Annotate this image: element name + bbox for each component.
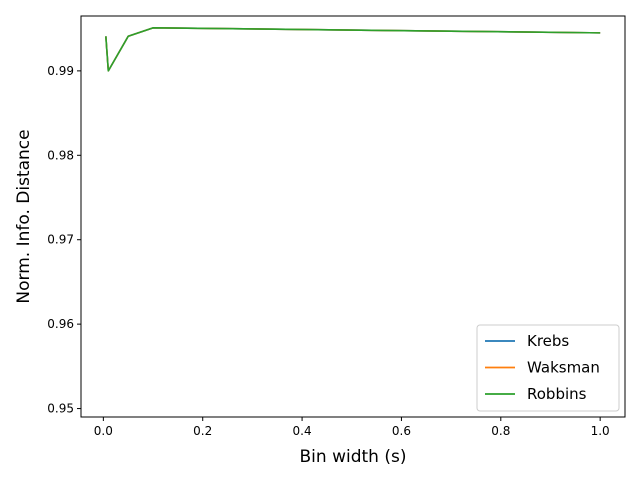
legend: Krebs Waksman Robbins — [476, 324, 620, 412]
x-axis-label: Bin width (s) — [300, 447, 407, 467]
y-tick-label: 0.95 — [47, 402, 74, 416]
series-layer — [105, 27, 601, 72]
x-tick-label: 0.6 — [392, 424, 411, 438]
x-tick-label: 0.2 — [193, 424, 212, 438]
legend-label-krebs: Krebs — [527, 332, 569, 350]
y-tick-label: 0.98 — [47, 148, 74, 162]
x-axis: 0.0 0.2 0.4 0.6 0.8 1.0 — [94, 417, 610, 438]
plot-area-frame — [80, 15, 626, 418]
y-tick-label: 0.99 — [47, 64, 74, 78]
y-tick-label: 0.96 — [47, 317, 74, 331]
x-tick-label: 0.4 — [293, 424, 312, 438]
x-tick-label: 0.8 — [491, 424, 510, 438]
y-axis-label: Norm. Info. Distance — [14, 129, 34, 303]
legend-label-waksman: Waksman — [527, 359, 600, 377]
y-axis: 0.95 0.96 0.97 0.98 0.99 — [47, 64, 81, 416]
series-line-robbins — [105, 27, 601, 72]
legend-box — [476, 324, 620, 412]
x-tick-label: 1.0 — [591, 424, 610, 438]
legend-label-robbins: Robbins — [527, 385, 587, 403]
x-tick-label: 0.0 — [94, 424, 113, 438]
y-tick-label: 0.97 — [47, 233, 74, 247]
